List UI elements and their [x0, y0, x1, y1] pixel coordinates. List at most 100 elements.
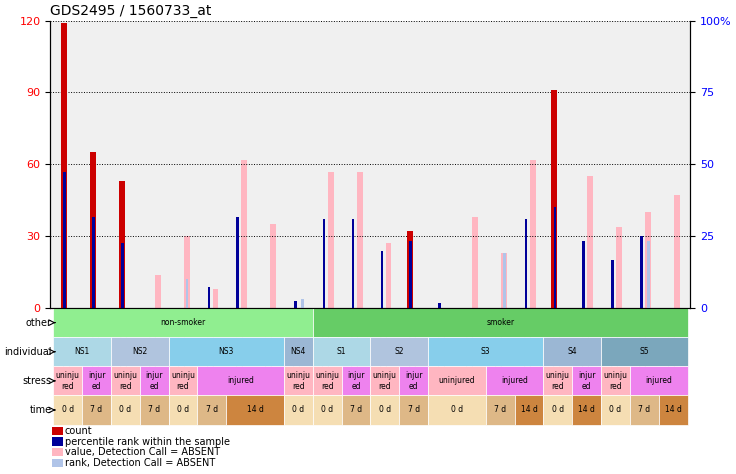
Bar — [587, 176, 593, 308]
Text: non-smoker: non-smoker — [160, 318, 205, 327]
Bar — [503, 253, 506, 308]
Text: uninju
red: uninju red — [171, 371, 195, 391]
FancyBboxPatch shape — [428, 366, 486, 395]
Text: 7 d: 7 d — [148, 405, 160, 414]
FancyBboxPatch shape — [370, 395, 399, 425]
Bar — [92, 217, 95, 308]
Text: 14 d: 14 d — [247, 405, 263, 414]
Text: 7 d: 7 d — [638, 405, 651, 414]
Bar — [208, 287, 210, 308]
Text: 7 d: 7 d — [91, 405, 102, 414]
Bar — [357, 172, 363, 308]
FancyBboxPatch shape — [370, 337, 428, 366]
Text: 0 d: 0 d — [379, 405, 391, 414]
Text: S2: S2 — [394, 347, 404, 356]
Text: injured: injured — [227, 376, 254, 385]
Text: injur
ed: injur ed — [88, 371, 105, 391]
Bar — [407, 231, 413, 308]
Text: count: count — [65, 426, 93, 437]
Bar — [155, 274, 160, 308]
FancyBboxPatch shape — [399, 395, 428, 425]
Bar — [501, 253, 506, 308]
Bar — [63, 172, 66, 308]
Bar — [52, 448, 63, 456]
FancyBboxPatch shape — [197, 366, 284, 395]
Bar — [674, 195, 679, 308]
FancyBboxPatch shape — [284, 366, 313, 395]
FancyBboxPatch shape — [53, 395, 82, 425]
FancyBboxPatch shape — [630, 395, 659, 425]
Text: smoker: smoker — [486, 318, 514, 327]
Text: value, Detection Call = ABSENT: value, Detection Call = ABSENT — [65, 447, 220, 457]
Text: injur
ed: injur ed — [405, 371, 422, 391]
FancyBboxPatch shape — [428, 395, 486, 425]
FancyBboxPatch shape — [140, 366, 169, 395]
Text: injured: injured — [645, 376, 672, 385]
Text: 0 d: 0 d — [552, 405, 564, 414]
Text: stress: stress — [23, 376, 52, 386]
Text: rank, Detection Call = ABSENT: rank, Detection Call = ABSENT — [65, 458, 215, 468]
Bar — [352, 219, 354, 308]
Bar — [472, 217, 478, 308]
Bar — [553, 208, 556, 308]
Bar — [640, 236, 643, 308]
FancyBboxPatch shape — [169, 337, 284, 366]
Bar — [121, 244, 124, 308]
Bar — [551, 90, 557, 308]
Text: 14 d: 14 d — [578, 405, 595, 414]
Text: 7 d: 7 d — [494, 405, 506, 414]
FancyBboxPatch shape — [486, 366, 543, 395]
Text: uninjured: uninjured — [439, 376, 475, 385]
Text: 0 d: 0 d — [292, 405, 305, 414]
FancyBboxPatch shape — [370, 366, 399, 395]
Bar — [530, 160, 536, 308]
FancyBboxPatch shape — [514, 395, 543, 425]
Text: 14 d: 14 d — [665, 405, 682, 414]
FancyBboxPatch shape — [313, 308, 687, 337]
Text: injur
ed: injur ed — [578, 371, 595, 391]
Text: NS1: NS1 — [74, 347, 90, 356]
Text: 7 d: 7 d — [206, 405, 218, 414]
Bar — [647, 241, 650, 308]
Text: individual: individual — [4, 347, 52, 357]
Bar — [525, 219, 527, 308]
Text: other: other — [26, 318, 52, 328]
Bar — [52, 438, 63, 446]
FancyBboxPatch shape — [111, 366, 140, 395]
FancyBboxPatch shape — [399, 366, 428, 395]
Bar — [52, 427, 63, 435]
FancyBboxPatch shape — [601, 337, 687, 366]
Text: uninju
red: uninju red — [286, 371, 311, 391]
Bar — [328, 172, 333, 308]
Bar — [294, 301, 297, 308]
Bar — [611, 260, 614, 308]
Text: S5: S5 — [640, 347, 649, 356]
Bar — [409, 241, 412, 308]
FancyBboxPatch shape — [197, 395, 226, 425]
FancyBboxPatch shape — [342, 395, 370, 425]
FancyBboxPatch shape — [630, 366, 687, 395]
Text: NS4: NS4 — [291, 347, 306, 356]
Text: 0 d: 0 d — [177, 405, 189, 414]
Text: 14 d: 14 d — [520, 405, 537, 414]
FancyBboxPatch shape — [313, 395, 342, 425]
FancyBboxPatch shape — [140, 395, 169, 425]
Bar — [236, 217, 239, 308]
Text: injur
ed: injur ed — [347, 371, 365, 391]
Bar — [582, 241, 585, 308]
FancyBboxPatch shape — [543, 395, 573, 425]
Text: uninju
red: uninju red — [604, 371, 628, 391]
Text: percentile rank within the sample: percentile rank within the sample — [65, 437, 230, 447]
FancyBboxPatch shape — [543, 337, 601, 366]
FancyBboxPatch shape — [573, 395, 601, 425]
FancyBboxPatch shape — [284, 337, 313, 366]
Text: 0 d: 0 d — [321, 405, 333, 414]
FancyBboxPatch shape — [543, 366, 573, 395]
Bar — [616, 227, 622, 308]
Text: S4: S4 — [567, 347, 577, 356]
FancyBboxPatch shape — [53, 366, 82, 395]
FancyBboxPatch shape — [601, 395, 630, 425]
Text: NS2: NS2 — [132, 347, 147, 356]
FancyBboxPatch shape — [342, 366, 370, 395]
Bar — [270, 224, 276, 308]
